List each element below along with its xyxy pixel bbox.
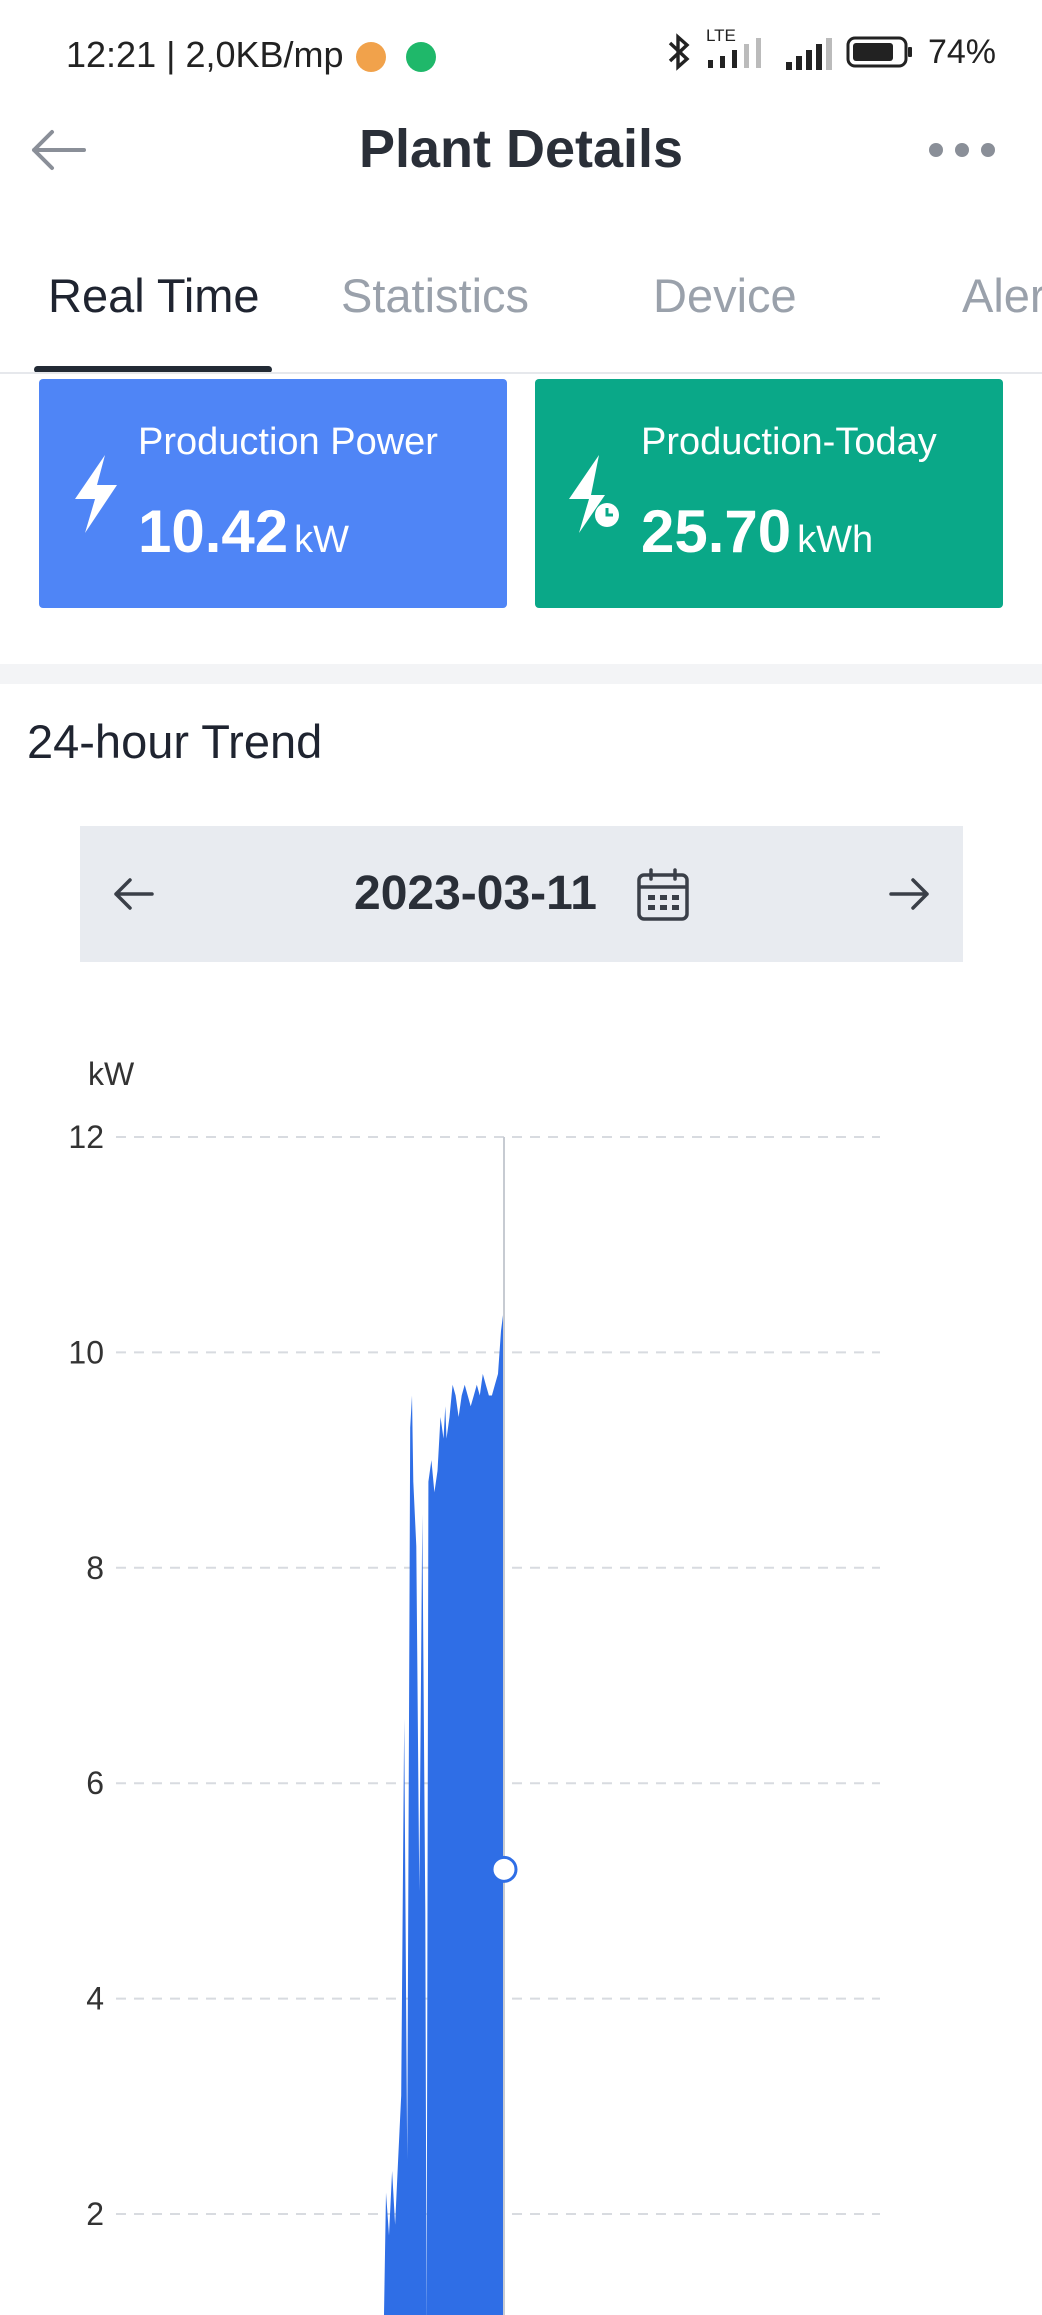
burger-king-app-icon <box>356 42 386 72</box>
production-power-number: 10.42 <box>138 498 289 565</box>
more-options-icon[interactable] <box>926 138 998 162</box>
next-day-arrow-icon[interactable] <box>885 870 933 918</box>
tab-divider <box>0 372 1042 374</box>
back-arrow-icon[interactable] <box>28 126 88 174</box>
page-title: Plant Details <box>358 119 684 179</box>
section-separator <box>0 664 1042 684</box>
status-time-speed: 12:21 | 2,0KB/mp <box>66 34 344 75</box>
date-picker-bar: 2023-03-11 <box>80 826 963 962</box>
y-tick-label: 8 <box>86 1550 104 1586</box>
tab-device[interactable]: Device <box>653 269 797 322</box>
production-today-label: Production-Today <box>641 421 937 463</box>
production-power-unit: kW <box>294 519 350 561</box>
phone-call-icon <box>406 42 436 72</box>
tab-statistics[interactable]: Statistics <box>341 269 530 322</box>
y-tick-label: 10 <box>68 1334 104 1370</box>
production-today-unit: kWh <box>797 519 874 561</box>
production-today-value: 25.70 kWh <box>641 497 873 566</box>
trend-title: 24-hour Trend <box>27 715 323 768</box>
power-area-series <box>383 1307 504 2315</box>
y-axis-unit-label: kW <box>88 1056 135 1092</box>
status-icons: LTE 74% <box>666 26 996 74</box>
tab-alerts[interactable]: Aler <box>962 269 1042 322</box>
network-label: LTE <box>705 26 736 45</box>
bluetooth-icon <box>668 33 690 71</box>
signal-icon <box>785 38 832 70</box>
production-power-label: Production Power <box>138 421 438 463</box>
battery-icon <box>846 36 912 68</box>
lightning-bolt-icon <box>75 455 117 533</box>
previous-day-arrow-icon[interactable] <box>110 870 158 918</box>
battery-percentage: 74% <box>927 32 996 71</box>
lte-signal-icon: LTE <box>706 26 770 74</box>
cursor-marker[interactable] <box>490 1855 518 1883</box>
calendar-icon[interactable] <box>635 867 691 923</box>
production-today-card[interactable]: Production-Today 25.70 kWh <box>535 379 1003 608</box>
selected-date[interactable]: 2023-03-11 <box>354 867 597 920</box>
active-tab-indicator <box>34 366 272 373</box>
tab-real-time[interactable]: Real Time <box>48 269 260 322</box>
production-today-number: 25.70 <box>641 498 792 565</box>
y-tick-label: 2 <box>86 2196 104 2232</box>
y-tick-label: 6 <box>86 1765 104 1801</box>
y-tick-label: 4 <box>86 1981 104 2017</box>
production-power-card[interactable]: Production Power 10.42 kW <box>39 379 507 608</box>
lightning-clock-icon <box>569 455 619 533</box>
y-tick-label: 12 <box>68 1119 104 1155</box>
trend-chart[interactable]: kW 2 4 6 8 10 12 <box>0 1040 1042 2315</box>
production-power-value: 10.42 kW <box>138 497 349 566</box>
